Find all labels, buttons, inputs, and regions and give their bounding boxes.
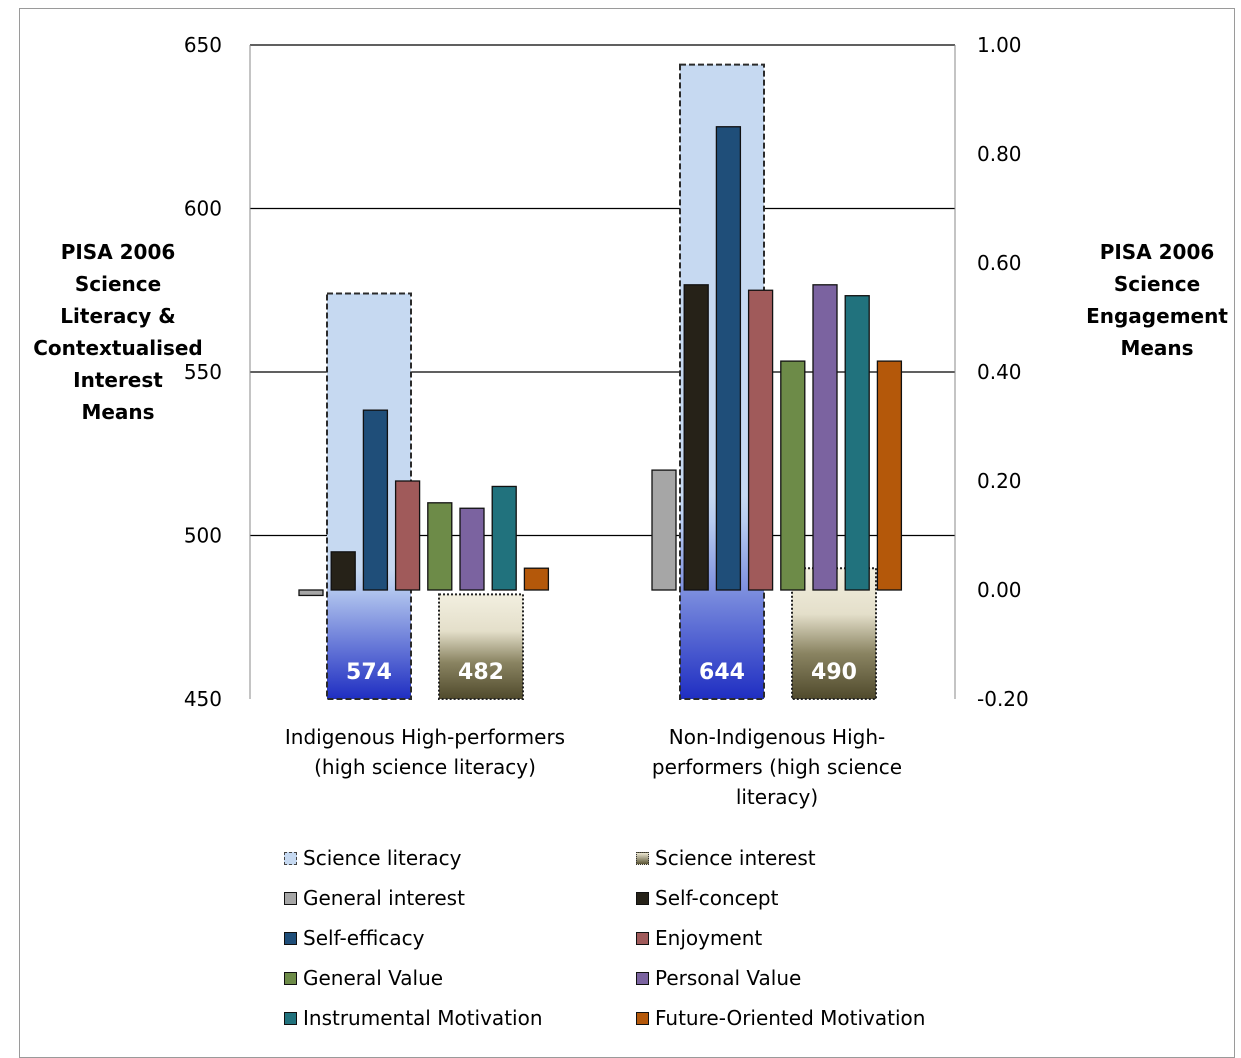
legend-item: Instrumental Motivation xyxy=(284,998,636,1038)
y-tick-right-label: 0.80 xyxy=(977,142,1022,166)
legend-item: General interest xyxy=(284,878,636,918)
legend-swatch xyxy=(636,931,649,945)
legend-label: Self-concept xyxy=(655,886,779,910)
bar-enjoyment xyxy=(747,289,774,591)
legend-swatch xyxy=(636,851,649,865)
bar-enjoyment xyxy=(394,480,421,591)
legend-swatch xyxy=(636,1011,649,1025)
bar-personal-value xyxy=(459,507,485,591)
data-label-science-interest: 490 xyxy=(811,660,857,685)
data-label-science-interest: 482 xyxy=(458,660,504,685)
category-label-line: performers (high science xyxy=(651,755,903,779)
legend-swatch xyxy=(284,891,297,905)
y-tick-right-label: 0.60 xyxy=(977,251,1022,275)
y-tick-left-label: 500 xyxy=(184,524,222,548)
bar-general-interest xyxy=(651,469,677,591)
legend-item: Future-Oriented Motivation xyxy=(636,998,1036,1038)
y-axis-right-title-line: Science xyxy=(1113,272,1201,296)
legend-label: Self-efficacy xyxy=(303,926,425,950)
legend-item: Self-concept xyxy=(636,878,1036,918)
category-label-line: Indigenous High-performers xyxy=(284,725,566,749)
legend-item: Science literacy xyxy=(284,838,636,878)
y-tick-left-label: 550 xyxy=(184,360,222,384)
y-axis-right-title-line: PISA 2006 xyxy=(1099,240,1215,264)
legend-label: General Value xyxy=(303,966,444,990)
y-axis-left-title-line: Literacy & xyxy=(60,304,176,328)
legend-label: Future-Oriented Motivation xyxy=(655,1006,926,1030)
legend-label: Instrumental Motivation xyxy=(303,1006,543,1030)
legend-label: Enjoyment xyxy=(655,926,763,950)
y-axis-right-title: PISA 2006 Science Engagement Means xyxy=(1082,236,1232,364)
legend-label: Personal Value xyxy=(655,966,802,990)
y-tick-right-label: 0.20 xyxy=(977,469,1022,493)
bar-future-oriented-motivation xyxy=(876,360,903,591)
bar-self-efficacy xyxy=(715,126,742,591)
bar-general-value xyxy=(780,360,806,591)
y-tick-right-label: 0.40 xyxy=(977,360,1022,384)
y-axis-right-title-line: Engagement xyxy=(1086,304,1228,328)
legend: Science literacy Science interest General … xyxy=(284,838,1044,1038)
legend-swatch xyxy=(284,931,297,945)
bar-self-concept xyxy=(683,284,709,591)
y-axis-left-title: PISA 2006 Science Literacy & Contextualised… xyxy=(28,236,208,428)
category-label-indigenous: Indigenous High-performers (high science … xyxy=(258,722,592,782)
legend-item: General Value xyxy=(284,958,636,998)
legend-swatch xyxy=(636,891,649,905)
y-axis-left-title-line: Contextualised xyxy=(33,336,203,360)
y-tick-right-label: 0.00 xyxy=(977,578,1022,602)
y-tick-left-label: 650 xyxy=(184,33,222,57)
bar-general-interest xyxy=(298,589,324,597)
y-tick-right-label: -0.20 xyxy=(977,687,1029,711)
legend-swatch xyxy=(636,971,649,985)
legend-swatch xyxy=(284,851,297,865)
category-label-non-indigenous: Non-Indigenous High-performers (high sci… xyxy=(632,722,922,812)
bar-general-value xyxy=(427,502,453,591)
bar-science-interest xyxy=(438,593,524,700)
bar-self-efficacy xyxy=(362,409,389,591)
category-label-line: Non-Indigenous High- xyxy=(668,725,886,749)
legend-label: Science interest xyxy=(655,846,816,870)
legend-item: Personal Value xyxy=(636,958,1036,998)
legend-label: General interest xyxy=(303,886,465,910)
legend-swatch xyxy=(284,971,297,985)
y-axis-left-title-line: Science xyxy=(74,272,162,296)
legend-item: Science interest xyxy=(636,838,1036,878)
bar-instrumental-motivation xyxy=(844,295,870,591)
data-label-science-literacy: 574 xyxy=(346,660,392,685)
legend-label: Science literacy xyxy=(303,846,462,870)
y-axis-left-title-line: PISA 2006 xyxy=(60,240,176,264)
bar-future-oriented-motivation xyxy=(523,567,550,591)
y-tick-right-label: 1.00 xyxy=(977,33,1022,57)
y-axis-left-title-line: Means xyxy=(81,400,155,424)
data-label-science-literacy: 644 xyxy=(699,660,745,685)
bar-self-concept xyxy=(330,551,356,591)
y-tick-left-label: 450 xyxy=(184,687,222,711)
category-label-line: (high science literacy) xyxy=(314,755,536,779)
y-tick-left-label: 600 xyxy=(184,197,222,221)
y-axis-right-title-line: Means xyxy=(1120,336,1194,360)
bar-personal-value xyxy=(812,284,838,591)
legend-item: Enjoyment xyxy=(636,918,1036,958)
bar-instrumental-motivation xyxy=(491,485,517,591)
legend-swatch xyxy=(284,1011,297,1025)
category-label-line: literacy) xyxy=(735,785,819,809)
legend-item: Self-efficacy xyxy=(284,918,636,958)
y-axis-left-title-line: Interest xyxy=(73,368,163,392)
